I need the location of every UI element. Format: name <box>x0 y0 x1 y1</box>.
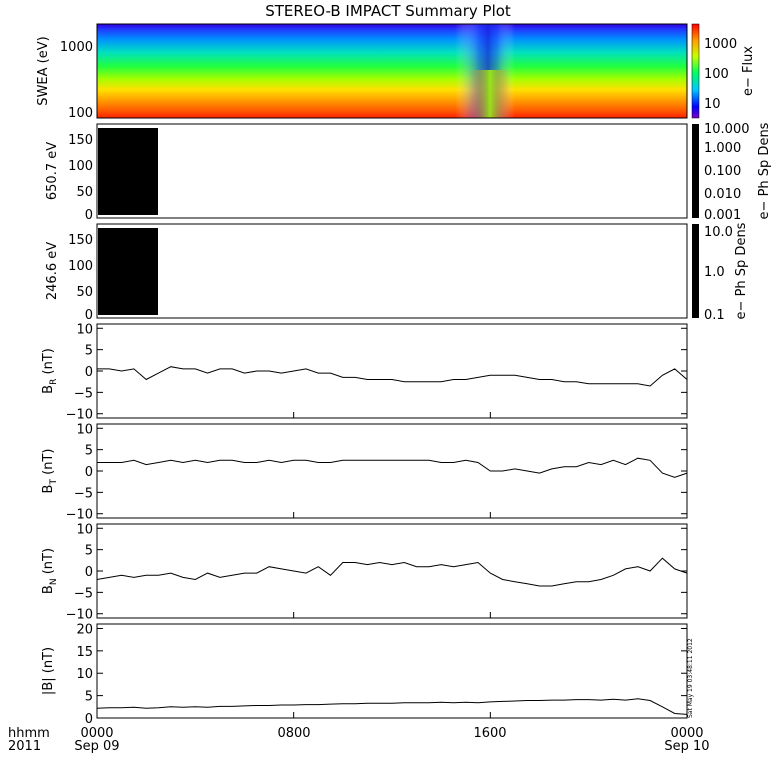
bt-series-line <box>97 457 688 478</box>
pad246-ytick: 50 <box>76 285 93 300</box>
y-tick-label: 10 <box>76 667 93 682</box>
bmag-ylabel: |B| (nT) <box>41 647 56 695</box>
y-tick-label: 10 <box>76 322 93 337</box>
panel-frame <box>96 423 688 519</box>
x-subtick: Sep 10 <box>664 739 709 754</box>
ylabel-sub: T <box>49 479 59 486</box>
pad650-colorbar <box>692 124 699 218</box>
x-tick: 0000 <box>670 726 703 741</box>
y-tick-label: −5 <box>74 586 93 601</box>
bt-ylabel: BT (nT) <box>41 449 59 494</box>
pad650-cbar-tick: 10.000 <box>704 122 750 137</box>
y-tick-label: 5 <box>85 344 93 359</box>
pad246-ytick: 150 <box>68 233 93 248</box>
pad246-ylabel: 246.6 eV <box>45 242 60 300</box>
y-tick-label: 5 <box>85 444 93 459</box>
ylabel-main: B <box>41 585 56 594</box>
pad650-ytick: 0 <box>85 208 93 223</box>
ylabel-sub: N <box>49 578 59 585</box>
bmag-series-line <box>96 698 688 715</box>
y-tick-label: 15 <box>76 645 93 660</box>
x-unit-label: hhmm <box>8 726 50 741</box>
pad650-cbar-tick: 1.000 <box>704 141 741 156</box>
pad246-cbar-tick: 0.1 <box>704 308 725 323</box>
pad246-cbar-tick: 10.0 <box>704 225 733 240</box>
y-tick-label: 5 <box>85 544 93 559</box>
br-ylabel: BR (nT) <box>41 348 59 394</box>
y-tick-label: 10 <box>76 422 93 437</box>
x-tick: 1600 <box>473 726 506 741</box>
plot-title: STEREO-B IMPACT Summary Plot <box>265 2 511 20</box>
time-axis-footer: hhmm 2011 0000 0800 1600 0000 Sep 09 Sep… <box>8 638 710 754</box>
flux-cbar-tick: 1000 <box>704 37 737 52</box>
panel-246ev: 246.6 eV 150 100 50 0 10.0 1.0 0.1 e− Ph… <box>45 222 749 323</box>
swea-ytick: 1000 <box>60 40 93 55</box>
pad650-ytick: 150 <box>68 133 93 148</box>
ylabel-unit: (nT) <box>41 449 56 479</box>
y-tick-label: 5 <box>85 690 93 705</box>
y-tick-label: −10 <box>66 508 93 523</box>
swea-depletion-low <box>470 70 510 118</box>
y-tick-label: 0 <box>85 365 93 380</box>
panel-frame <box>96 323 688 419</box>
pad246-ytick: 100 <box>68 259 93 274</box>
y-tick-label: 10 <box>76 522 93 537</box>
br-series-line <box>97 366 688 387</box>
swea-spectrogram <box>97 24 687 118</box>
flux-cbar-tick: 100 <box>704 67 729 82</box>
ylabel-main: B <box>41 385 56 394</box>
ylabel-main: B <box>41 485 56 494</box>
swea-ytick: 100 <box>68 106 93 121</box>
y-tick-label: 20 <box>76 622 93 637</box>
swea-ylabel: SWEA (eV) <box>36 36 51 105</box>
ylabel-sub: R <box>49 379 59 385</box>
year-label: 2011 <box>8 739 41 754</box>
x-tick: 0000 <box>80 726 113 741</box>
y-tick-label: −5 <box>74 486 93 501</box>
pad650-cbar-label: e− Ph Sp Dens <box>757 122 772 219</box>
panel-650ev: 650.7 eV 150 100 50 0 10.000 1.000 0.100… <box>45 122 772 223</box>
ylabel-unit: (nT) <box>41 548 56 578</box>
panel-bn: 10 5 0 −5 −10 BN (nT) <box>41 522 688 623</box>
pad650-cbar-tick: 0.100 <box>704 164 741 179</box>
y-tick-label: −10 <box>66 408 93 423</box>
timestamp-stamp: Sat May 19 03:48:11 2012 <box>687 638 694 718</box>
pad246-colorbar <box>692 224 699 318</box>
panel-br: 10 5 0 −5 −10 BR (nT) <box>41 322 688 423</box>
y-tick-label: −5 <box>74 386 93 401</box>
pad246-ytick: 0 <box>85 308 93 323</box>
pad246-cbar-tick: 1.0 <box>704 265 725 280</box>
flux-cbar-label: e− Flux <box>741 46 756 96</box>
panel-swea: SWEA (eV) 1000 100 1000 100 10 e− Flux <box>36 23 756 121</box>
pad-650-block <box>98 128 158 215</box>
panel-frame <box>96 523 688 619</box>
pad650-cbar-tick: 0.001 <box>704 208 741 223</box>
panel-frame <box>96 623 688 719</box>
x-tick: 0800 <box>277 726 310 741</box>
panel-frame <box>96 23 688 119</box>
panel-bmag: 20 15 10 5 0 |B| (nT) <box>41 622 688 727</box>
bn-series-line <box>96 557 688 587</box>
y-tick-label: 0 <box>85 565 93 580</box>
x-subtick: Sep 09 <box>74 739 119 754</box>
pad650-ylabel: 650.7 eV <box>45 142 60 200</box>
y-tick-label: 0 <box>85 712 93 727</box>
flux-colorbar <box>691 23 700 119</box>
pad650-ytick: 100 <box>68 159 93 174</box>
pad650-cbar-tick: 0.010 <box>704 187 741 202</box>
panel-frame <box>96 223 688 319</box>
panel-bt: 10 5 0 −5 −10 BT (nT) <box>41 422 688 523</box>
panel-frame <box>96 123 688 219</box>
pad246-cbar-label: e− Ph Sp Dens <box>734 222 749 319</box>
ylabel-unit: (nT) <box>41 348 56 378</box>
flux-cbar-tick: 10 <box>704 97 721 112</box>
bn-ylabel: BN (nT) <box>41 548 59 594</box>
pad-246-block <box>98 228 158 315</box>
y-tick-label: −10 <box>66 608 93 623</box>
pad650-ytick: 50 <box>76 185 93 200</box>
y-tick-label: 0 <box>85 465 93 480</box>
